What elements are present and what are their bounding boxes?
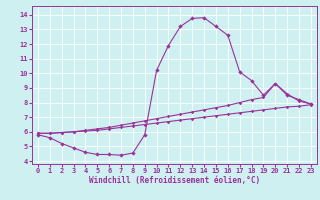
X-axis label: Windchill (Refroidissement éolien,°C): Windchill (Refroidissement éolien,°C) xyxy=(89,176,260,185)
